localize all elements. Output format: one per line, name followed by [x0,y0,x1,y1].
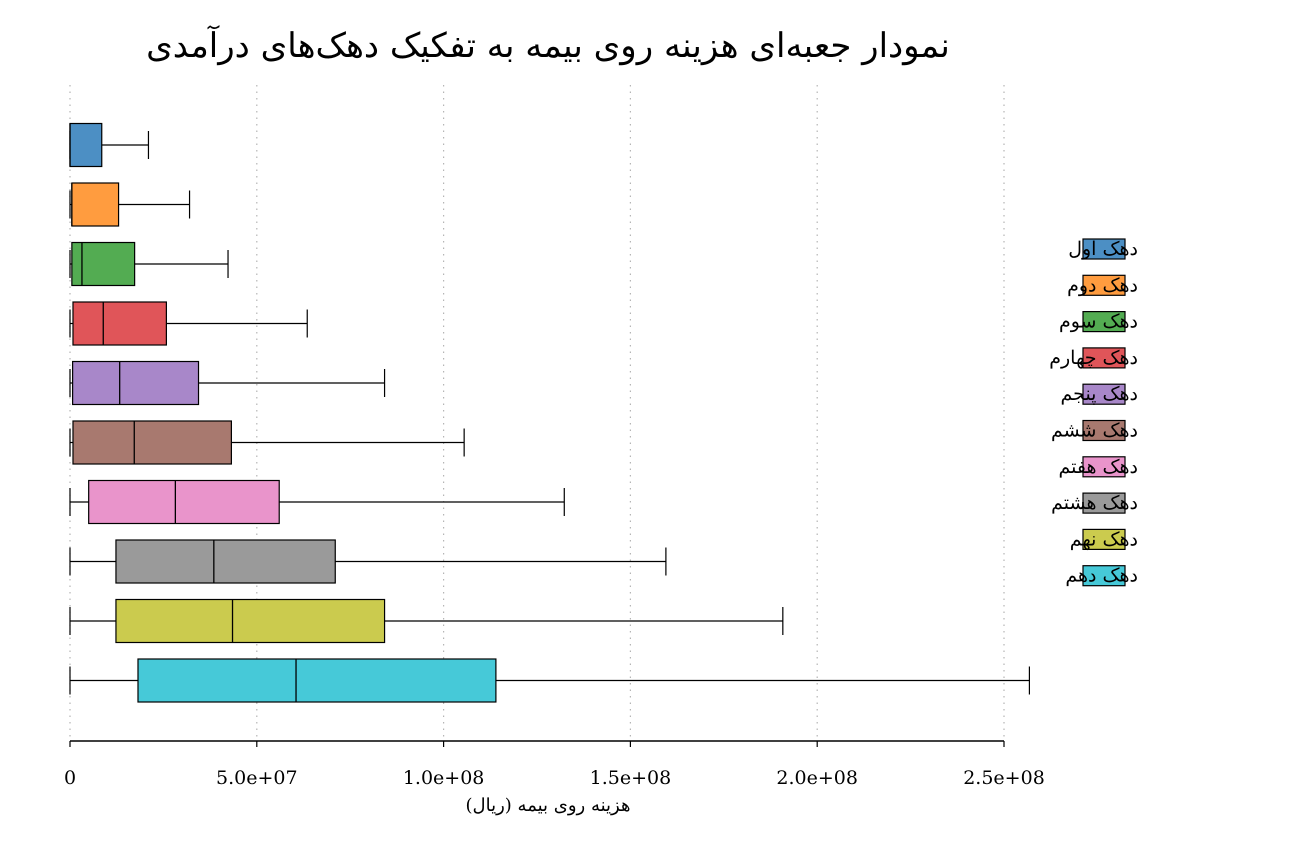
legend-item: دهک پنجم [1061,383,1138,405]
box-body [115,598,386,644]
box-group [69,598,784,644]
legend-item: دهک نهم [1070,528,1138,550]
x-tick-label: 5.0e+07 [216,767,298,789]
box-body [69,122,103,168]
legend-item: دهک چهارم [1049,347,1138,369]
legend-label: دهک پنجم [1061,383,1138,405]
legend-item: دهک دوم [1067,274,1138,296]
legend-swatch [1082,565,1126,587]
box-body [72,420,232,465]
box-body [71,182,120,227]
box-group [69,658,1031,703]
x-tick-label: 0 [64,767,76,789]
legend-swatch [1082,274,1126,296]
legend-swatch [1082,383,1126,405]
legend-swatch [1082,419,1126,442]
box-body [72,301,167,346]
legend-item: دهک دهم [1065,565,1138,587]
box-group [69,301,308,346]
x-tick-label: 1.0e+08 [403,767,485,789]
legend-swatch [1082,528,1126,551]
legend-swatch [1082,311,1126,333]
legend-label: دهک نهم [1070,528,1138,550]
legend: دهک اول دهک دوم دهک سوم دهک چهارم دهک پنجم ده… [1049,238,1138,587]
legend-swatch [1082,238,1126,260]
legend-label: دهک دوم [1067,274,1138,296]
x-axis-ticks: 0 5.0e+07 1.0e+08 1.5e+08 2.0e+08 2.5e+08 [64,741,1045,789]
x-tick-label: 1.5e+08 [590,767,672,789]
box-layer [69,122,1031,703]
legend-swatch [1082,456,1126,478]
legend-item: دهک سوم [1059,311,1138,333]
legend-label: دهک ششم [1051,420,1138,442]
legend-label: دهک چهارم [1049,347,1138,369]
box-group [69,539,667,584]
box-group [69,360,386,406]
box-group [69,122,150,168]
box-body [72,360,200,406]
legend-label: دهک سوم [1059,311,1138,333]
legend-swatch [1082,492,1126,514]
box-body [137,658,497,703]
box-group [69,420,465,465]
legend-label: دهک هفتم [1058,456,1138,478]
legend-label: دهک اول [1068,238,1138,260]
box-body [71,241,136,287]
legend-item: دهک ششم [1051,420,1138,442]
legend-label: دهک دهم [1065,565,1138,587]
box-body [115,539,336,584]
chart-title: نمودار جعبه‌ای هزینه روی بیمه به تفکیک د… [146,25,950,66]
x-tick-label: 2.5e+08 [963,767,1045,789]
legend-item: دهک هشتم [1051,492,1138,514]
x-axis-label: هزینه روی بیمه (ریال) [466,795,631,816]
legend-item: دهک هفتم [1058,456,1138,478]
legend-item: دهک اول [1068,238,1138,260]
legend-label: دهک هشتم [1051,492,1138,514]
x-tick-label: 2.0e+08 [776,767,858,789]
box-body [88,479,280,525]
box-group [69,479,565,525]
box-group [69,241,229,287]
box-group [69,182,191,227]
legend-swatch [1082,347,1126,369]
